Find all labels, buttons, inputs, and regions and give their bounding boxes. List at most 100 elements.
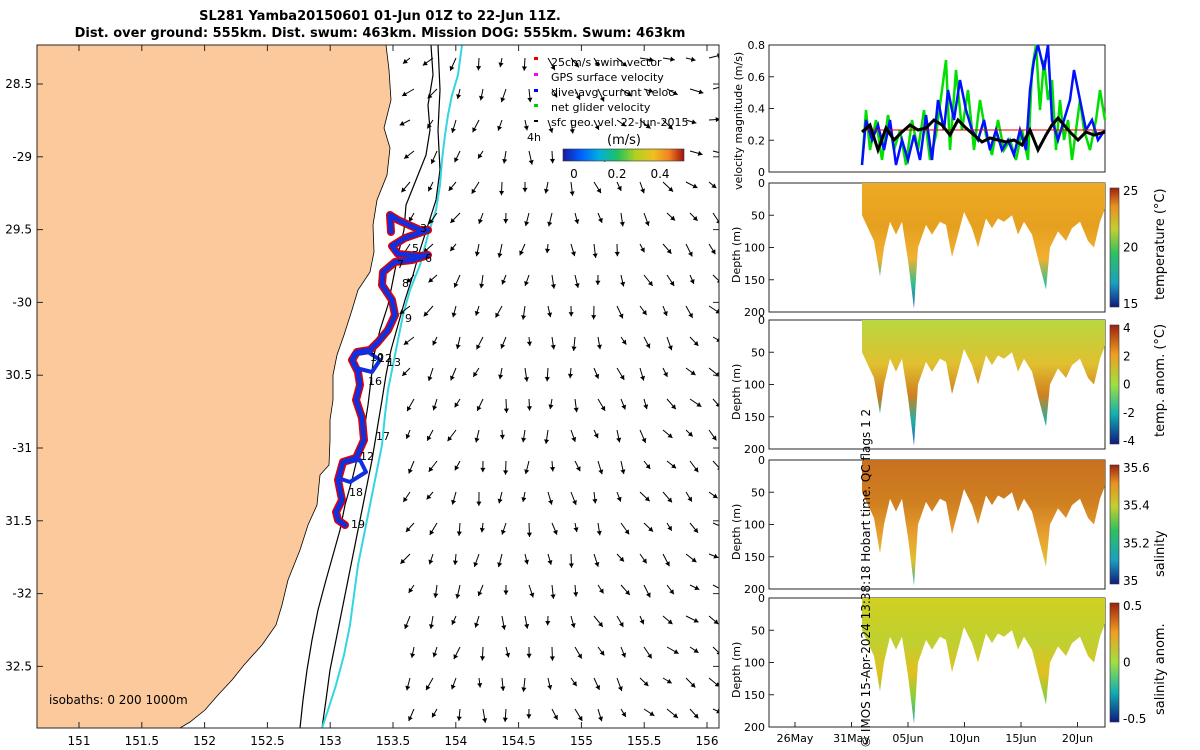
section-panel: 0 50 100 150 200 Depth (m) 35.6 35.4 35.2 35 salin… (730, 454, 1168, 596)
isobath-200m (299, 45, 434, 728)
current-line (321, 45, 463, 728)
depth-tick-label: 200 (744, 721, 765, 734)
time-tick-label: 10Jun (949, 732, 980, 745)
colorbar-tick-label: -2 (1123, 406, 1135, 420)
lon-tick-label: 153 (319, 734, 342, 748)
section-colorbar (1109, 187, 1120, 308)
day-label: 9 (405, 312, 412, 325)
colorbar-tick-label: 15 (1123, 297, 1138, 311)
colorbar-tick-label: 4 (1123, 321, 1131, 335)
track-day-labels: 3 5 6 7 8 9 10 12 13 16 17 12 18 19 (349, 222, 432, 531)
depth-tick-label: 0 (758, 592, 765, 605)
lon-tick-label: 153.5 (376, 734, 410, 748)
depth-axis-label: Depth (m) (730, 364, 743, 420)
lon-tick-label: 152 (193, 734, 216, 748)
colorbar-tick-1: 0.2 (607, 167, 626, 181)
lat-tick-label: -32 (12, 587, 32, 601)
colorbar-tick-2: 0.4 (650, 167, 669, 181)
land-mass (37, 45, 392, 728)
velocity-tick-label: 0.8 (748, 39, 766, 52)
lon-tick-label: 152.5 (250, 734, 284, 748)
depth-tick-label: 150 (744, 411, 765, 424)
day-label: 7 (397, 258, 404, 271)
depth-tick-label: 50 (751, 624, 765, 637)
colorbar-tick-label: 20 (1123, 241, 1138, 255)
lon-tick-label: 154 (444, 734, 467, 748)
colorbar-tick-0: 0 (570, 167, 578, 181)
day-label: 10 (370, 351, 384, 364)
day-label: 12 (360, 450, 374, 463)
time-tick-label: 15Jun (1005, 732, 1036, 745)
depth-axis-label: Depth (m) (730, 504, 743, 560)
map-title-line-1: SL281 Yamba20150601 01-Jun 01Z to 22-Jun… (199, 9, 561, 24)
colorbar-label: temperature (°C) (1153, 188, 1168, 300)
colorbar-tick-label: 35.4 (1123, 499, 1150, 513)
depth-tick-label: 100 (744, 242, 765, 255)
velocity-colorbar (562, 148, 685, 162)
day-label: 8 (402, 277, 409, 290)
depth-tick-label: 150 (744, 689, 765, 702)
day-label: 3 (420, 222, 427, 235)
legend-gps-velocity: GPS surface velocity (551, 71, 664, 84)
time-axis: 26May 31May 05Jun 10Jun 15Jun 20Jun (777, 722, 1093, 745)
map-axes: 151 151.5 152 152.5 153 153.5 154 154.5 155 155.5… (5, 45, 719, 748)
map-title-line-2: Dist. over ground: 555km. Dist. swum: 46… (74, 26, 686, 41)
section-colorbar (1109, 324, 1120, 445)
day-label: 16 (368, 375, 382, 388)
legend-swim-vector: 25cm/s swim vector (551, 56, 662, 69)
lon-tick-label: 155 (570, 734, 593, 748)
depth-axis-label: Depth (m) (730, 642, 743, 698)
colorbar-tick-label: 25 (1123, 184, 1138, 198)
legend-sfc-geo: sfc geo. vel. 22-Jun-2015 (551, 116, 688, 129)
imos-credit: © IMOS 15-Apr-2024 13:38:18 Hobart time.… (858, 408, 873, 748)
colorbar-tick-label: 35.2 (1123, 536, 1150, 550)
depth-tick-label: 0 (758, 177, 765, 190)
lon-tick-label: 156 (696, 734, 719, 748)
day-label: 19 (351, 518, 365, 531)
depth-tick-label: 200 (744, 306, 765, 319)
colorbar-tick-label: 0.5 (1123, 599, 1142, 613)
depth-tick-label: 200 (744, 583, 765, 596)
depth-tick-label: 0 (758, 454, 765, 467)
depth-tick-label: 50 (751, 346, 765, 359)
colorbar-tick-label: -4 (1123, 434, 1135, 448)
colorbar-tick-label: -0.5 (1123, 712, 1146, 726)
velocity-tick-label: 0 (758, 166, 765, 179)
day-label: 13 (387, 356, 401, 369)
colorbar-tick-label: 0 (1123, 378, 1131, 392)
timestamp-marker: 4h (527, 131, 541, 144)
depth-tick-label: 50 (751, 209, 765, 222)
colorbar-label: temp. anom. (°C) (1153, 324, 1168, 437)
colorbar-tick-label: 35.6 (1123, 461, 1150, 475)
lat-tick-label: 32.5 (5, 659, 32, 673)
section-colorbar (1109, 464, 1120, 585)
colorbar-title: (m/s) (607, 133, 641, 148)
map-legend: 25cm/s swim vector GPS surface velocity … (534, 56, 688, 129)
lon-tick-label: 151.5 (125, 734, 159, 748)
velocity-tick-label: 0.2 (748, 134, 766, 147)
depth-axis-label: Depth (m) (730, 227, 743, 283)
lat-tick-label: 31.5 (5, 514, 32, 528)
colorbar-label: salinity (1153, 530, 1168, 577)
time-tick-label: 31May (833, 732, 870, 745)
lat-tick-label: 28.5 (5, 77, 32, 91)
day-label: 12 (378, 352, 392, 365)
colorbar-tick-label: 0 (1123, 656, 1131, 670)
colorbar-tick-label: 2 (1123, 349, 1131, 363)
time-tick-label: 26May (777, 732, 814, 745)
section-data (862, 320, 1105, 446)
day-label: 17 (376, 430, 390, 443)
day-label: 18 (349, 486, 363, 499)
velocity-tick-label: 0.6 (748, 71, 766, 84)
section-data (862, 598, 1105, 724)
day-label: 6 (425, 252, 432, 265)
depth-tick-label: 100 (744, 379, 765, 392)
lat-tick-label: 30.5 (5, 368, 32, 382)
isobath-1000m (321, 45, 441, 728)
glider-track (332, 211, 432, 529)
depth-tick-label: 0 (758, 314, 765, 327)
map-frame (36, 44, 720, 729)
section-colorbar (1109, 602, 1120, 723)
day-label: 5 (412, 242, 419, 255)
depth-tick-label: 150 (744, 551, 765, 564)
